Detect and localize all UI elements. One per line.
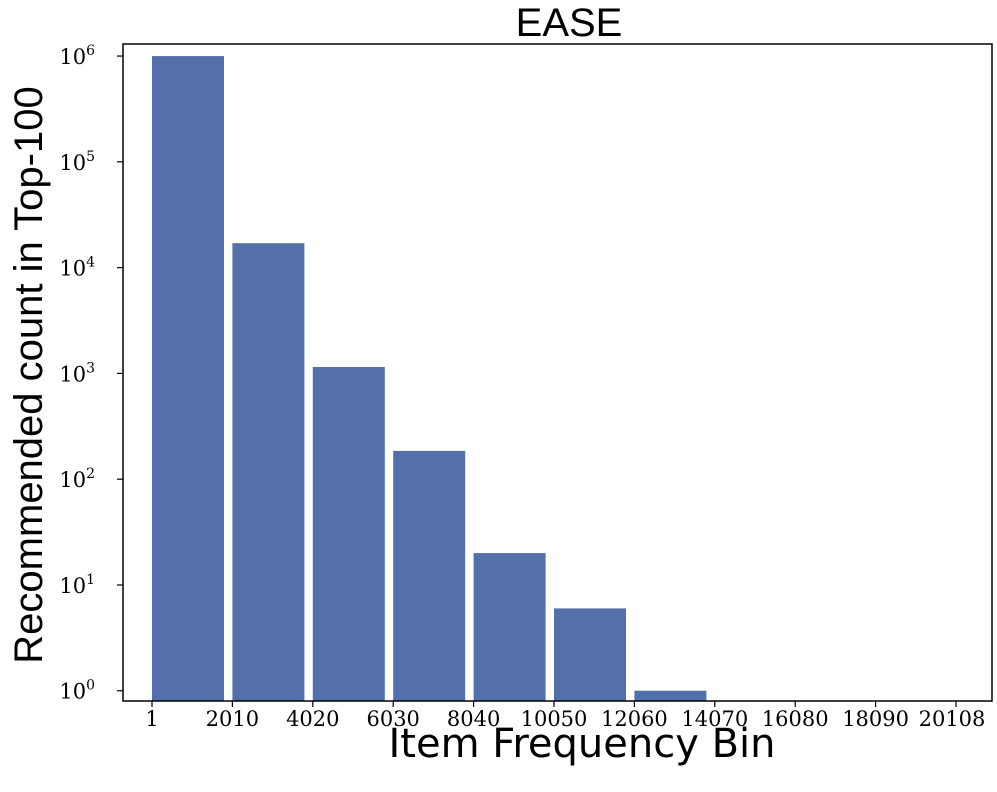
y-tick-label-1: 101 [59, 572, 95, 598]
bar-bin-5 [473, 553, 546, 701]
x-tick-label-2: 4020 [286, 707, 339, 731]
x-tick-label-1: 2010 [206, 707, 259, 731]
bar-bin-7 [634, 690, 707, 701]
x-tick-label-3: 6030 [366, 707, 419, 731]
y-tick-label-5: 105 [59, 149, 95, 175]
chart-title: EASE [516, 1, 623, 45]
x-tick-label-7: 14070 [681, 707, 748, 731]
bar-bin-6 [554, 608, 626, 701]
x-tick-label-10: 20108 [919, 707, 986, 731]
x-tick-label-0: 1 [145, 707, 158, 731]
x-tick-label-9: 18090 [842, 707, 909, 731]
y-tick-label-2: 102 [59, 466, 95, 492]
y-tick-label-3: 103 [59, 360, 95, 386]
y-axis-ticks: 100 101 102 103 104 105 106 [59, 43, 123, 704]
bar-bin-3 [312, 367, 385, 701]
x-axis-label: Item Frequency Bin [388, 721, 775, 767]
y-tick-label-6: 106 [59, 43, 95, 69]
x-tick-label-5: 10050 [521, 707, 588, 731]
bar-bin-2 [232, 243, 305, 701]
x-axis-ticks: 1 2010 4020 6030 8040 10050 12060 14070 16080 180… [145, 701, 985, 731]
y-axis-label: Recommended count in Top-100 [7, 86, 51, 663]
y-tick-label-4: 104 [59, 255, 95, 281]
bars-group [152, 56, 707, 702]
bar-bin-4 [393, 450, 466, 701]
y-tick-label-0: 100 [59, 678, 95, 704]
x-tick-label-4: 8040 [447, 707, 500, 731]
x-tick-label-6: 12060 [601, 707, 668, 731]
x-tick-label-8: 16080 [762, 707, 829, 731]
bar-bin-1 [152, 56, 224, 702]
plot-frame [122, 43, 993, 702]
